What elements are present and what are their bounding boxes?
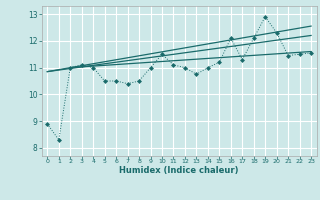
X-axis label: Humidex (Indice chaleur): Humidex (Indice chaleur) xyxy=(119,166,239,175)
